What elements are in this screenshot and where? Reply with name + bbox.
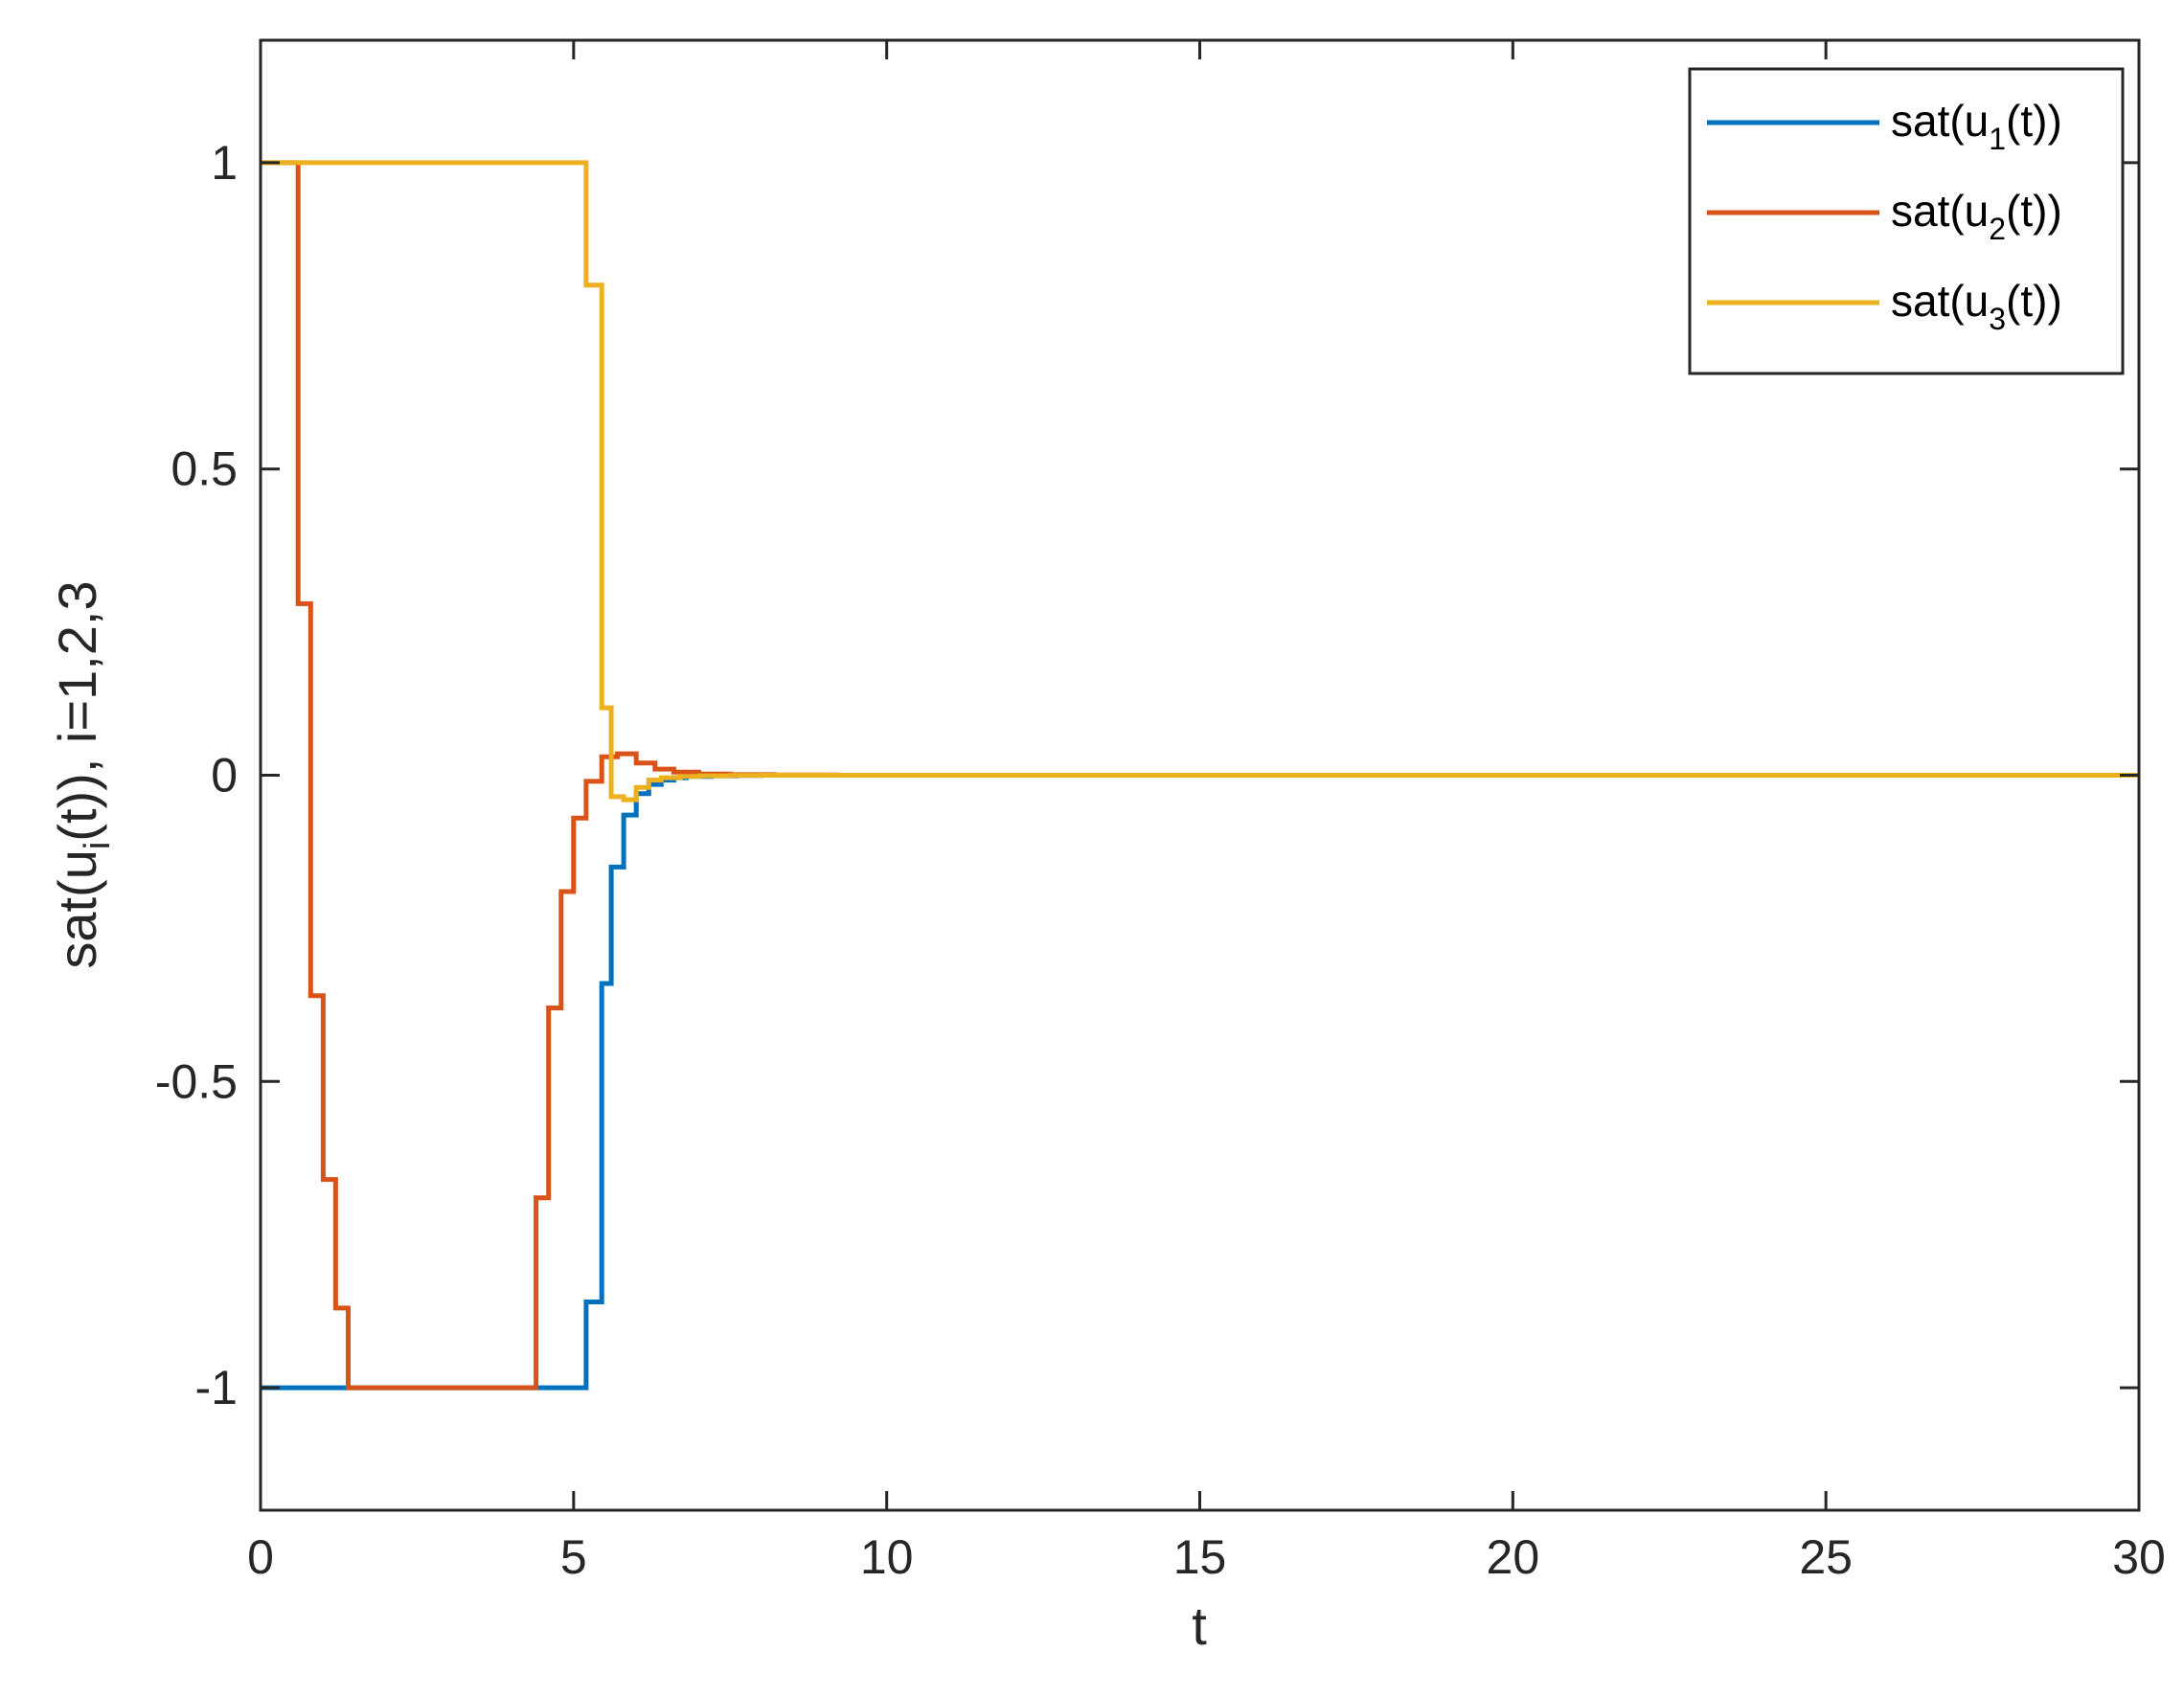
y-tick-label: -0.5 xyxy=(155,1054,238,1108)
y-axis-label-rest: (t)), i=1,2,3 xyxy=(47,580,107,841)
y-axis-label: sat(ui(t)), i=1,2,3 xyxy=(47,580,118,968)
x-tick-label: 20 xyxy=(1487,1530,1540,1584)
x-tick-label: 5 xyxy=(560,1530,587,1584)
x-tick-label: 25 xyxy=(1799,1530,1853,1584)
series-layer xyxy=(261,160,2139,1391)
y-tick-label: 0 xyxy=(211,749,238,803)
y-axis-label-base: sat(u xyxy=(47,849,107,969)
x-tick-label: 0 xyxy=(247,1530,274,1584)
legend-label-1: sat(u1(t)) xyxy=(1891,96,2062,156)
y-tick-label: 1 xyxy=(211,136,238,190)
legend-label-2: sat(u2(t)) xyxy=(1891,186,2062,246)
y-tick-label: -1 xyxy=(195,1361,238,1414)
x-tick-label: 15 xyxy=(1173,1530,1227,1584)
x-tick-label: 10 xyxy=(860,1530,914,1584)
x-tick-label: 30 xyxy=(2112,1530,2166,1584)
series-line-3 xyxy=(261,160,2139,803)
legend-entries: sat(u1(t)) sat(u2(t)) sat(u3(t)) xyxy=(1707,96,2062,336)
y-axis-label-subscript: i xyxy=(78,842,118,849)
x-axis-label: t xyxy=(1192,1595,1207,1656)
y-tick-label: 0.5 xyxy=(171,442,238,496)
legend: sat(u1(t)) sat(u2(t)) sat(u3(t)) xyxy=(1688,67,2125,375)
legend-label-3: sat(u3(t)) xyxy=(1891,276,2062,336)
tick-layer: 0 5 10 15 20 25 30 -1 -0.5 0 0.5 1 xyxy=(155,40,2166,1584)
legend-box xyxy=(1688,67,2125,375)
